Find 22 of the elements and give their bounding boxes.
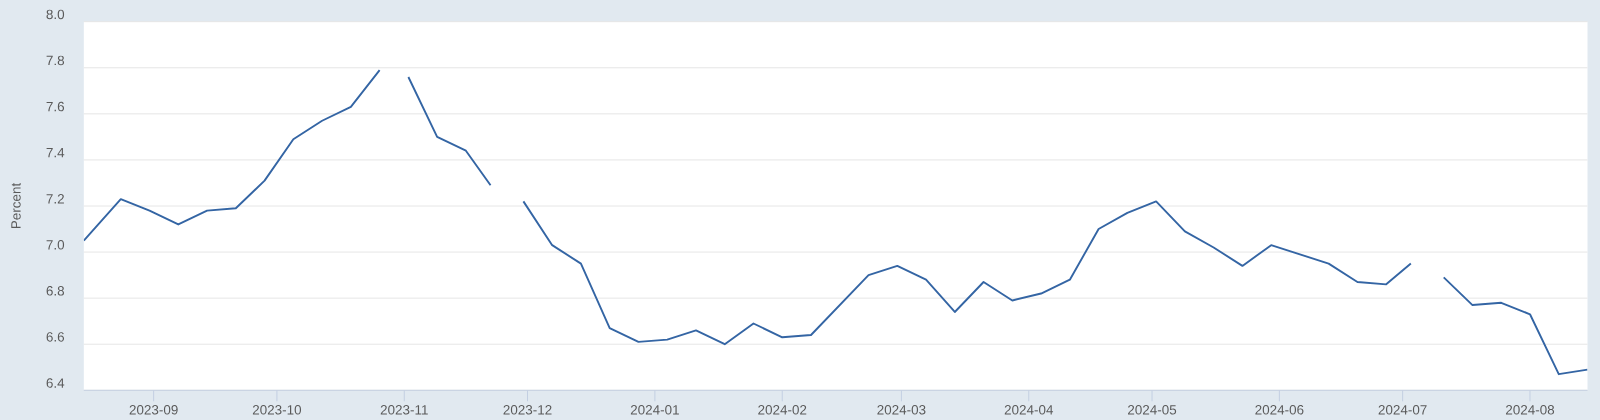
y-tick-label: 7.4 [46,148,65,158]
x-tick-label: 2024-04 [1004,405,1054,415]
x-tick-label: 2023-12 [503,405,552,415]
y-tick-label: 7.8 [46,55,65,66]
x-tick-label: 2024-02 [758,405,807,415]
y-tick-label: 6.6 [46,332,65,342]
x-tick-label: 2023-11 [380,405,428,415]
x-tick-label: 2023-09 [129,405,178,415]
x-tick-label: 2024-03 [877,405,926,415]
x-tick-label: 2024-06 [1255,405,1304,415]
y-tick-label: 8.0 [46,9,65,20]
x-tick-label: 2024-01 [630,405,679,415]
y-tick-label: 7.6 [46,101,65,112]
x-tick-label: 2024-07 [1378,405,1427,415]
x-tick-label: 2024-05 [1128,405,1177,415]
x-tick-label: 2024-08 [1505,405,1555,415]
y-tick-label: 6.8 [46,286,65,296]
x-tick-label: 2023-10 [252,405,302,415]
y-tick-label: 7.2 [46,194,64,204]
y-tick-label: 7.0 [46,240,65,250]
y-tick-label: 6.4 [46,378,65,388]
y-axis-title: Percent [11,182,21,229]
